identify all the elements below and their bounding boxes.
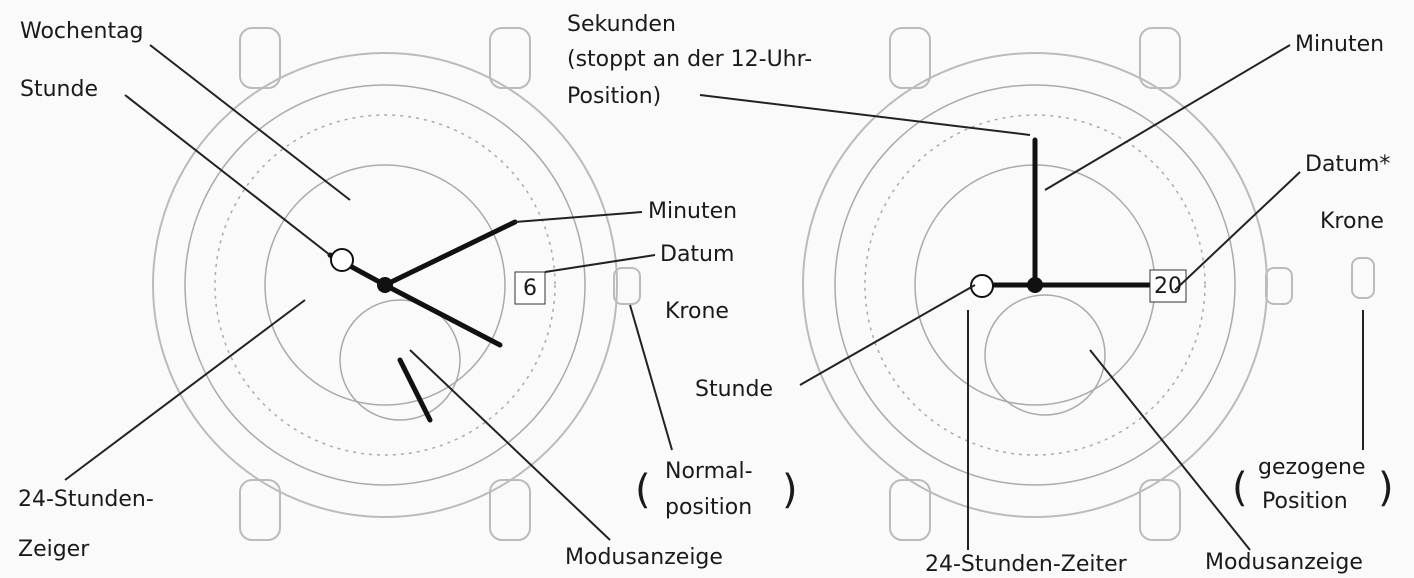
lug [1140, 28, 1180, 88]
label: Modusanzeige [1205, 550, 1363, 575]
lug [490, 28, 530, 88]
leader-line [515, 212, 642, 222]
leader-line [1090, 350, 1250, 550]
label: Datum [660, 242, 734, 267]
paren: ( [1232, 465, 1248, 511]
leader-line [65, 300, 305, 480]
label: Minuten [648, 199, 737, 224]
label: Datum* [1305, 152, 1390, 177]
leader-line [630, 305, 672, 450]
label: gezogene [1258, 455, 1366, 480]
lug [890, 28, 930, 88]
label: Position [1262, 489, 1348, 514]
leader-line [410, 350, 610, 540]
mode-hand [400, 360, 430, 420]
label: Zeiger [18, 537, 90, 562]
label: Krone [1320, 209, 1384, 234]
label: Stunde [20, 77, 98, 102]
date-value: 6 [523, 276, 537, 301]
center [377, 277, 393, 293]
paren: ) [782, 467, 798, 513]
label: Normal- [665, 459, 753, 484]
leader-line [800, 285, 975, 385]
label: (stoppt an der 12-Uhr- [567, 47, 812, 72]
leader-line [125, 95, 330, 255]
date-value: 20 [1154, 274, 1182, 299]
sub-dial [985, 295, 1105, 415]
label: Sekunden [567, 12, 676, 37]
leader-line [545, 255, 655, 272]
hand-tip [331, 249, 353, 271]
label: Modusanzeige [565, 545, 723, 570]
label: Position) [567, 84, 661, 109]
label: 24-Stunden- [18, 487, 154, 512]
leader-line [1045, 45, 1290, 190]
label: Stunde [695, 377, 773, 402]
paren: ( [635, 467, 651, 513]
paren: ) [1378, 465, 1394, 511]
minute-hand [385, 222, 515, 285]
hand [385, 285, 500, 345]
crown-pulled [1352, 258, 1374, 298]
label: position [665, 495, 752, 520]
label: 24-Stunden-Zeiter [925, 552, 1128, 577]
diagram: Wochentag Stunde Minuten Datum 6 Krone (… [0, 0, 1414, 578]
leader-line [1175, 172, 1300, 290]
label: Krone [665, 299, 729, 324]
crown [1266, 268, 1292, 304]
label: Wochentag [20, 19, 144, 44]
leader-line [700, 95, 1030, 135]
label: Minuten [1295, 32, 1384, 57]
center [1027, 277, 1043, 293]
lug [240, 28, 280, 88]
